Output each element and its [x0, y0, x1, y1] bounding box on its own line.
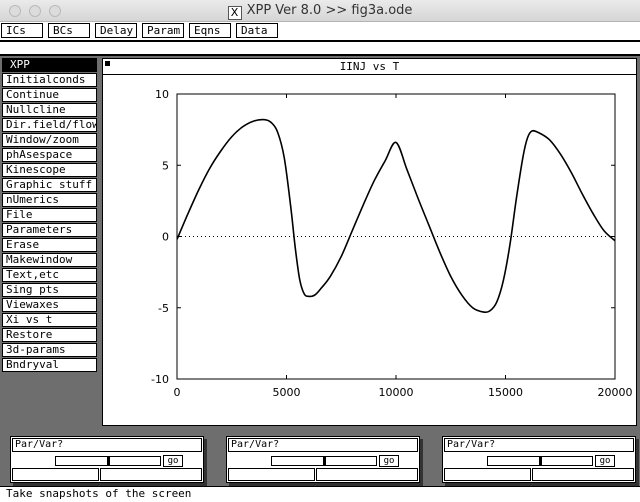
par-var-input[interactable]: Par/Var?	[444, 438, 634, 452]
menu-item-bndryval[interactable]: Bndryval	[2, 358, 97, 372]
menu-item-text-etc[interactable]: Text,etc	[2, 268, 97, 282]
slider-thumb[interactable]	[539, 456, 542, 466]
menu-item-numerics[interactable]: nUmerics	[2, 193, 97, 207]
y-tick-label: 10	[155, 88, 169, 101]
x-tick-label: 5000	[273, 386, 301, 399]
menu-item-erase[interactable]: Erase	[2, 238, 97, 252]
ics-button[interactable]: ICs	[1, 23, 43, 38]
y-tick-label: 0	[162, 231, 169, 244]
parameter-slider-2: Par/Var? go	[226, 436, 420, 483]
slider-high-field[interactable]	[532, 468, 634, 481]
graph-title: IINJ vs T	[103, 59, 636, 75]
param-button[interactable]: Param	[142, 23, 184, 38]
y-tick-label: -5	[158, 302, 169, 315]
x-tick-label: 0	[174, 386, 181, 399]
menu-item-restore[interactable]: Restore	[2, 328, 97, 342]
y-tick-label: 5	[162, 159, 169, 172]
slider-high-field[interactable]	[100, 468, 202, 481]
menu-item-xi-vs-t[interactable]: Xi vs t	[2, 313, 97, 327]
go-button[interactable]: go	[379, 455, 399, 467]
slider-high-field[interactable]	[316, 468, 418, 481]
slider-track[interactable]	[487, 456, 593, 466]
menu-item-dir-field-flow[interactable]: Dir.field/flow	[2, 118, 97, 132]
series-line	[176, 118, 616, 314]
menu-item-file[interactable]: File	[2, 208, 97, 222]
x11-logo-icon: X	[227, 6, 242, 20]
delay-button[interactable]: Delay	[95, 23, 137, 38]
y-tick-label: -10	[151, 373, 169, 386]
menu-item-nullcline[interactable]: Nullcline	[2, 103, 97, 117]
menu-item-initialconds[interactable]: Initialconds	[2, 73, 97, 87]
slider-track[interactable]	[55, 456, 161, 466]
window-title: XPP Ver 8.0 >> fig3a.ode	[246, 3, 413, 18]
slider-low-field[interactable]	[444, 468, 531, 481]
parameter-slider-1: Par/Var? go	[10, 436, 204, 483]
menu-item-viewaxes[interactable]: Viewaxes	[2, 298, 97, 312]
top-menu-bar: ICs BCs Delay Param Eqns Data	[0, 22, 640, 40]
menu-item-parameters[interactable]: Parameters	[2, 223, 97, 237]
slider-thumb[interactable]	[107, 456, 110, 466]
window-titlebar: X XPP Ver 8.0 >> fig3a.ode	[0, 0, 640, 22]
command-line-input[interactable]	[0, 40, 640, 56]
status-bar: Take snapshots of the screen	[0, 486, 640, 502]
data-button[interactable]: Data	[236, 23, 278, 38]
menu-item-makewindow[interactable]: Makewindow	[2, 253, 97, 267]
graph-window[interactable]: IINJ vs T 0 5000 10000 15000 20000 10 5 0 -5 -10	[102, 58, 637, 426]
x-tick-label: 10000	[379, 386, 414, 399]
bcs-button[interactable]: BCs	[48, 23, 90, 38]
par-var-input[interactable]: Par/Var?	[228, 438, 418, 452]
go-button[interactable]: go	[595, 455, 615, 467]
menu-item-sing-pts[interactable]: Sing pts	[2, 283, 97, 297]
menu-item-graphic-stuff[interactable]: Graphic stuff	[2, 178, 97, 192]
slider-thumb[interactable]	[323, 456, 326, 466]
menu-header: XPP	[2, 58, 97, 72]
parameter-slider-3: Par/Var? go	[442, 436, 636, 483]
slider-low-field[interactable]	[12, 468, 99, 481]
menu-item-window-zoom[interactable]: Window/zoom	[2, 133, 97, 147]
par-var-input[interactable]: Par/Var?	[12, 438, 202, 452]
graph-window-tab	[105, 61, 110, 66]
menu-item-continue[interactable]: Continue	[2, 88, 97, 102]
plot-area[interactable]: 0 5000 10000 15000 20000 10 5 0 -5 -10	[103, 59, 636, 425]
eqns-button[interactable]: Eqns	[189, 23, 231, 38]
go-button[interactable]: go	[163, 455, 183, 467]
x-tick-label: 15000	[488, 386, 523, 399]
close-window-button[interactable]	[9, 5, 21, 17]
x-tick-label: 20000	[598, 386, 633, 399]
menu-item-kinescope[interactable]: Kinescope	[2, 163, 97, 177]
maximize-window-button[interactable]	[49, 5, 61, 17]
menu-item-3d-params[interactable]: 3d-params	[2, 343, 97, 357]
slider-low-field[interactable]	[228, 468, 315, 481]
slider-track[interactable]	[271, 456, 377, 466]
main-menu: XPP Initialconds Continue Nullcline Dir.…	[0, 58, 99, 372]
minimize-window-button[interactable]	[29, 5, 41, 17]
window-title-wrap: X XPP Ver 8.0 >> fig3a.ode	[0, 3, 640, 20]
menu-item-phasespace[interactable]: phAsespace	[2, 148, 97, 162]
